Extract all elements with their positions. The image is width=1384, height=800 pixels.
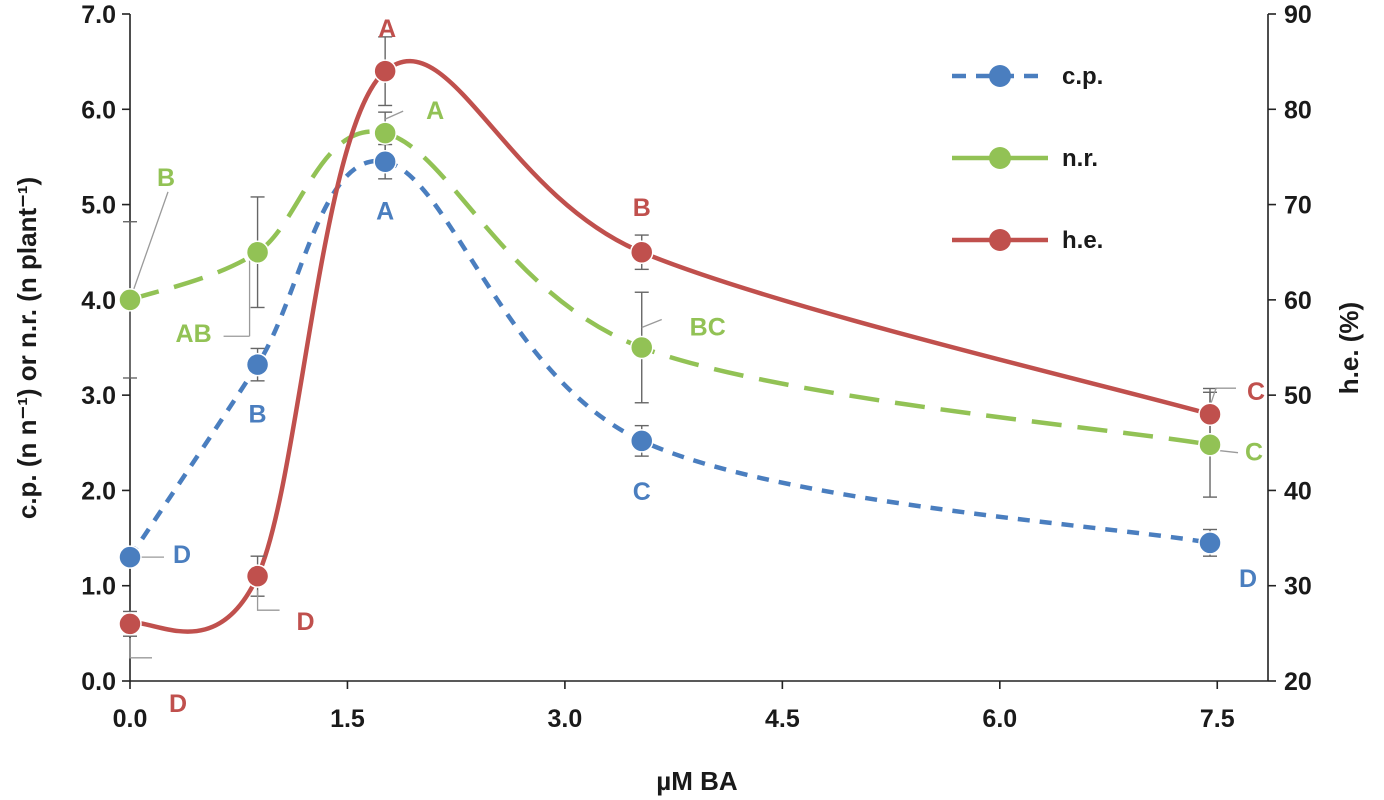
- error-bars: [123, 36, 1218, 637]
- y-left-tick-label: 1.0: [81, 573, 116, 601]
- significance-letter: B: [249, 401, 267, 429]
- significance-letter: D: [173, 541, 191, 569]
- x-tick-label: 3.0: [548, 705, 583, 733]
- label-leader-line: [129, 191, 169, 301]
- data-point: [629, 240, 654, 264]
- y-right-tick-label: 60: [1284, 287, 1312, 315]
- legend-item-cp: c.p.: [952, 63, 1103, 90]
- data-point: [118, 288, 142, 312]
- y-right-tick-label: 70: [1284, 192, 1312, 220]
- data-point: [1198, 531, 1222, 555]
- y-left-tick-label: 6.0: [81, 96, 116, 124]
- data-point: [373, 121, 397, 145]
- significance-letter: D: [297, 608, 315, 636]
- series-line-nr: [129, 129, 1211, 447]
- data-point: [1198, 432, 1222, 457]
- y-left-tick-label: 4.0: [81, 287, 116, 315]
- x-axis-title: µM BA: [656, 766, 738, 796]
- y-left-axis-title: c.p. (n n⁻¹) or n.r. (n plant⁻¹): [12, 177, 42, 519]
- data-point: [245, 352, 270, 377]
- significance-letter: A: [378, 15, 396, 43]
- legend: c.p. n.r. h.e.: [952, 63, 1103, 254]
- tick-labels: 0.0 1.5 3.0 4.5 6.0 7.5 0.0 1.0 2.0 3.0 4.0 5.0 6.0 7…: [81, 1, 1312, 733]
- legend-label: h.e.: [1062, 227, 1103, 254]
- data-point: [245, 240, 270, 264]
- data-point: [629, 429, 654, 453]
- data-point: [245, 564, 270, 588]
- legend-item-he: h.e.: [952, 227, 1103, 254]
- significance-letter: D: [1239, 565, 1257, 593]
- y-left-tick-label: 3.0: [81, 382, 116, 410]
- y-left-tick-label: 7.0: [81, 1, 116, 29]
- significance-letter: C: [1245, 439, 1263, 467]
- label-leader-line: [384, 110, 404, 120]
- y-right-tick-label: 40: [1284, 477, 1312, 505]
- data-point: [118, 545, 142, 569]
- series-line-he: [129, 58, 1211, 634]
- x-tick-label: 0.0: [113, 705, 148, 733]
- significance-letter: C: [633, 478, 651, 506]
- significance-letter: A: [376, 198, 394, 226]
- legend-label: c.p.: [1062, 63, 1103, 90]
- label-leader-line: [1219, 450, 1239, 454]
- legend-item-nr: n.r.: [952, 145, 1098, 172]
- x-tick-label: 4.5: [765, 705, 800, 733]
- axes: [122, 13, 1276, 689]
- data-points: [118, 59, 1222, 636]
- y-right-tick-label: 30: [1284, 573, 1312, 601]
- data-point: [1198, 402, 1222, 426]
- significance-letter: AB: [176, 320, 212, 348]
- x-tick-label: 1.5: [330, 705, 365, 733]
- label-leader-line: [641, 318, 662, 329]
- series-curves: [128, 58, 1211, 634]
- data-point: [373, 59, 397, 83]
- label-leader-line: [256, 590, 280, 611]
- legend-marker: [989, 147, 1011, 169]
- x-tick-label: 6.0: [982, 705, 1017, 733]
- y-right-tick-label: 90: [1284, 1, 1312, 29]
- significance-letter: D: [169, 690, 187, 718]
- y-left-tick-label: 2.0: [81, 477, 116, 505]
- y-left-tick-label: 0.0: [81, 668, 116, 696]
- label-leader-line: [129, 637, 152, 659]
- significance-letter: B: [157, 164, 175, 192]
- significance-letter: B: [633, 194, 651, 222]
- label-leader-lines: [129, 110, 1239, 659]
- significance-letter: C: [1247, 378, 1265, 406]
- y-right-tick-label: 20: [1284, 668, 1312, 696]
- significance-letter: A: [426, 97, 444, 125]
- legend-label: n.r.: [1062, 145, 1098, 172]
- y-right-tick-label: 80: [1284, 96, 1312, 124]
- legend-marker: [989, 229, 1011, 251]
- series-line-cp: [128, 158, 1211, 559]
- legend-marker: [989, 65, 1011, 87]
- label-leader-line: [1209, 387, 1237, 407]
- x-tick-label: 7.5: [1200, 705, 1235, 733]
- data-point: [373, 149, 397, 174]
- y-left-tick-label: 5.0: [81, 192, 116, 220]
- data-point: [629, 335, 654, 360]
- y-right-axis-title: h.e. (%): [1334, 302, 1364, 394]
- y-right-tick-label: 50: [1284, 382, 1312, 410]
- significance-letter: BC: [690, 314, 726, 342]
- data-point: [118, 612, 142, 636]
